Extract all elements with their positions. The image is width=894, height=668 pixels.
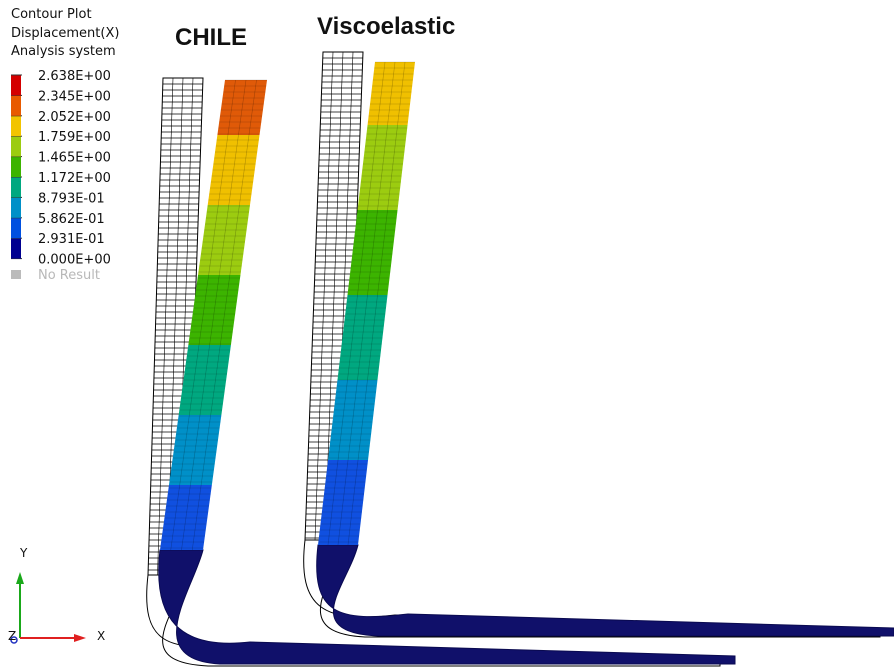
- axis-label: X: [97, 629, 105, 643]
- legend-level: 2.638E+00: [38, 69, 111, 84]
- legend-title: Analysis system: [11, 44, 116, 59]
- legend-level: 1.465E+00: [38, 151, 111, 166]
- legend-level: 2.931E-01: [38, 232, 105, 247]
- model-label: Viscoelastic: [317, 13, 455, 40]
- legend-swatch: [11, 238, 21, 258]
- element: [317, 545, 894, 636]
- legend-level: 2.345E+00: [38, 89, 111, 104]
- axis-label: Z: [8, 629, 16, 643]
- viewport: 0.000E+00 2.931E-01 5.862E-01 8.793E-01 1.17…: [0, 0, 894, 668]
- legend-title: Contour Plot: [11, 7, 92, 22]
- no-result: No Result: [38, 268, 100, 283]
- triad: [11, 572, 86, 643]
- element: [182, 80, 247, 550]
- legend-level: 8.793E-01: [38, 191, 105, 206]
- legend-level: 1.172E+00: [38, 171, 111, 186]
- legend-swatch: [11, 116, 21, 136]
- no-result-swatch: [11, 270, 21, 279]
- model-label: CHILE: [175, 24, 247, 51]
- legend-swatch: [11, 218, 21, 238]
- mesh-contour: [317, 62, 894, 636]
- legend-level: 1.759E+00: [38, 130, 111, 145]
- legend-swatch: [11, 177, 21, 197]
- mesh-contour: [159, 80, 735, 664]
- legend-swatch: [11, 95, 21, 115]
- legend-level: 0.000E+00: [38, 253, 111, 268]
- legend-swatch: [11, 197, 21, 217]
- legend-swatch: [11, 136, 21, 156]
- axis-label: Y: [19, 546, 28, 560]
- legend-swatch: [11, 157, 21, 177]
- legend-swatch: [11, 75, 21, 95]
- legend-level: 5.862E-01: [38, 212, 105, 227]
- legend-title: Displacement(X): [11, 26, 119, 41]
- legend-level: 2.052E+00: [38, 110, 111, 125]
- element: [159, 550, 735, 664]
